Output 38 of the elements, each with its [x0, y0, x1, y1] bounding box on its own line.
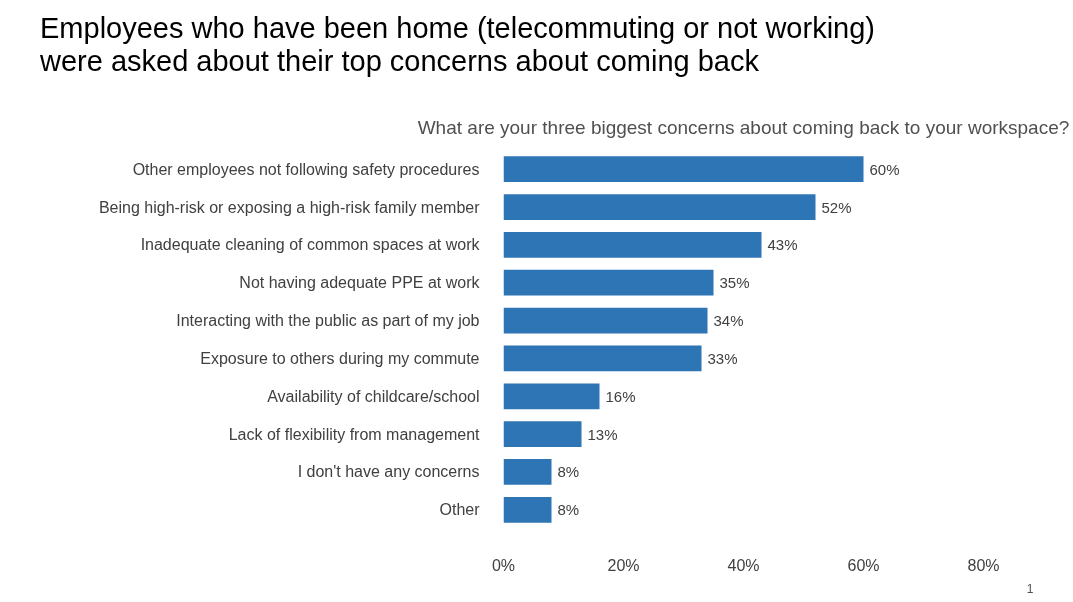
y-tick-label: Exposure to others during my commute	[200, 349, 480, 367]
bar	[503, 496, 552, 523]
bar	[503, 421, 582, 447]
data-label: 34%	[713, 312, 744, 330]
text: 1	[1026, 581, 1034, 596]
data-label: 8%	[557, 463, 580, 481]
y-tick-label: Inadequate cleaning of common spaces at work	[140, 236, 481, 254]
bar	[503, 269, 714, 296]
data-label: 52%	[821, 198, 852, 216]
chart-subtitle: What are your three biggest concerns about coming back to your workspace?	[417, 116, 1070, 138]
bar	[503, 156, 864, 183]
y-tick-label: I don't have any concerns	[297, 463, 480, 481]
y-tick-label: Interacting with the public as part of my job	[176, 312, 480, 330]
bar	[503, 345, 702, 372]
y-tick-label: Other	[439, 501, 481, 519]
y-tick-label: Availability of childcare/school	[267, 387, 480, 405]
data-label: 60%	[869, 160, 900, 178]
x-tick-label: 20%	[607, 556, 640, 574]
y-tick-label: Other employees not following safety procedures	[132, 160, 480, 178]
data-label: 13%	[587, 425, 618, 443]
bar	[503, 232, 762, 258]
x-tick-label: 40%	[727, 556, 760, 574]
bar	[503, 307, 708, 334]
data-label: 35%	[719, 274, 750, 292]
data-label: 8%	[557, 501, 580, 519]
x-tick-label: 60%	[847, 556, 880, 574]
x-tick-label: 80%	[967, 556, 1000, 574]
y-tick-label: Not having adequate PPE at work	[239, 274, 481, 292]
chart-title: Employees who have been home (telecommuting or not working) were asked about their top concerns about coming back	[40, 12, 876, 79]
bar	[503, 459, 552, 485]
y-tick-label: Lack of flexibility from management	[228, 425, 481, 443]
x-tick-label: 0%	[491, 556, 516, 574]
data-label: 16%	[605, 387, 636, 405]
bar	[503, 194, 816, 220]
data-label: 33%	[707, 349, 738, 367]
bar	[503, 383, 600, 410]
data-label: 43%	[767, 236, 798, 254]
y-tick-label: Being high-risk or exposing a high-risk family member	[98, 198, 481, 216]
